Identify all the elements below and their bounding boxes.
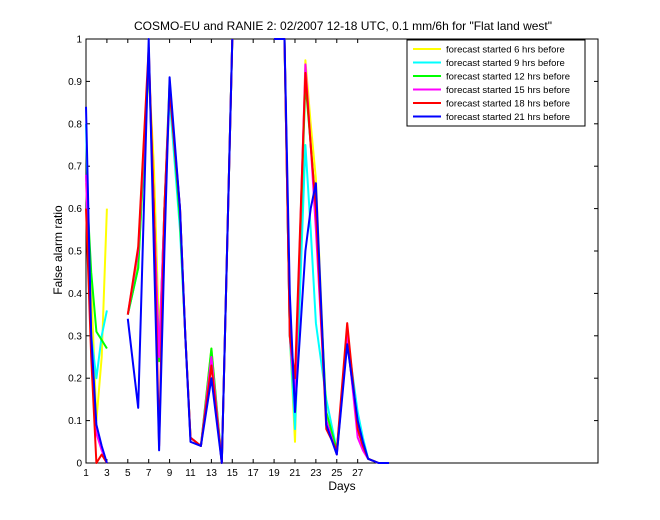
x-tick-label: 13 [206, 468, 218, 479]
series-line-6 [85, 38, 389, 464]
x-axis-label: Days [328, 479, 355, 493]
x-tick-label: 17 [248, 468, 260, 479]
x-tick-label: 15 [227, 468, 239, 479]
chart-title: COSMO-EU and RANIE 2: 02/2007 12-18 UTC,… [134, 19, 552, 33]
series-segment [85, 208, 108, 464]
series-segment [274, 38, 389, 464]
x-tick-label: 5 [125, 468, 131, 479]
y-tick-label: 0.9 [68, 77, 82, 88]
legend-label: forecast started 6 hrs before [446, 45, 565, 56]
x-tick-label: 3 [104, 468, 110, 479]
x-tick-label: 25 [331, 468, 343, 479]
x-tick-label: 7 [146, 468, 152, 479]
y-tick-label: 0 [76, 459, 82, 470]
legend-label: forecast started 9 hrs before [446, 58, 565, 69]
x-tick-label: 23 [310, 468, 322, 479]
axis-ticks: 00.10.20.30.40.50.60.70.80.911 3 5 7 9 11 13 15… [68, 35, 598, 479]
x-tick-label: 21 [289, 468, 301, 479]
legend: forecast started 6 hrs before forecast st… [406, 39, 586, 127]
y-tick-label: 1 [76, 35, 82, 46]
y-tick-label: 0.4 [68, 289, 82, 300]
y-axis-label: False alarm ratio [51, 205, 65, 295]
x-tick-label: 1 [83, 468, 89, 479]
legend-label: forecast started 18 hrs before [446, 99, 570, 110]
series-lines [85, 38, 389, 464]
y-tick-label: 0.3 [68, 331, 82, 342]
x-tick-label: 11 [185, 468, 196, 479]
series-segment [126, 38, 234, 464]
x-tick-label: 27 [352, 468, 364, 479]
y-tick-label: 0.6 [68, 204, 82, 215]
x-tick-label: 19 [269, 468, 281, 479]
y-tick-label: 0.7 [68, 162, 82, 173]
legend-box [406, 39, 586, 127]
y-tick-label: 0.8 [68, 119, 82, 130]
y-tick-label: 0.5 [68, 247, 82, 258]
series-segment [85, 106, 108, 464]
legend-label: forecast started 12 hrs before [446, 72, 570, 83]
y-tick-label: 0.2 [68, 374, 82, 385]
x-tick-label: 9 [167, 468, 173, 479]
legend-label: forecast started 15 hrs before [446, 85, 570, 96]
legend-label: forecast started 21 hrs before [446, 112, 570, 123]
y-tick-label: 0.1 [68, 416, 82, 427]
